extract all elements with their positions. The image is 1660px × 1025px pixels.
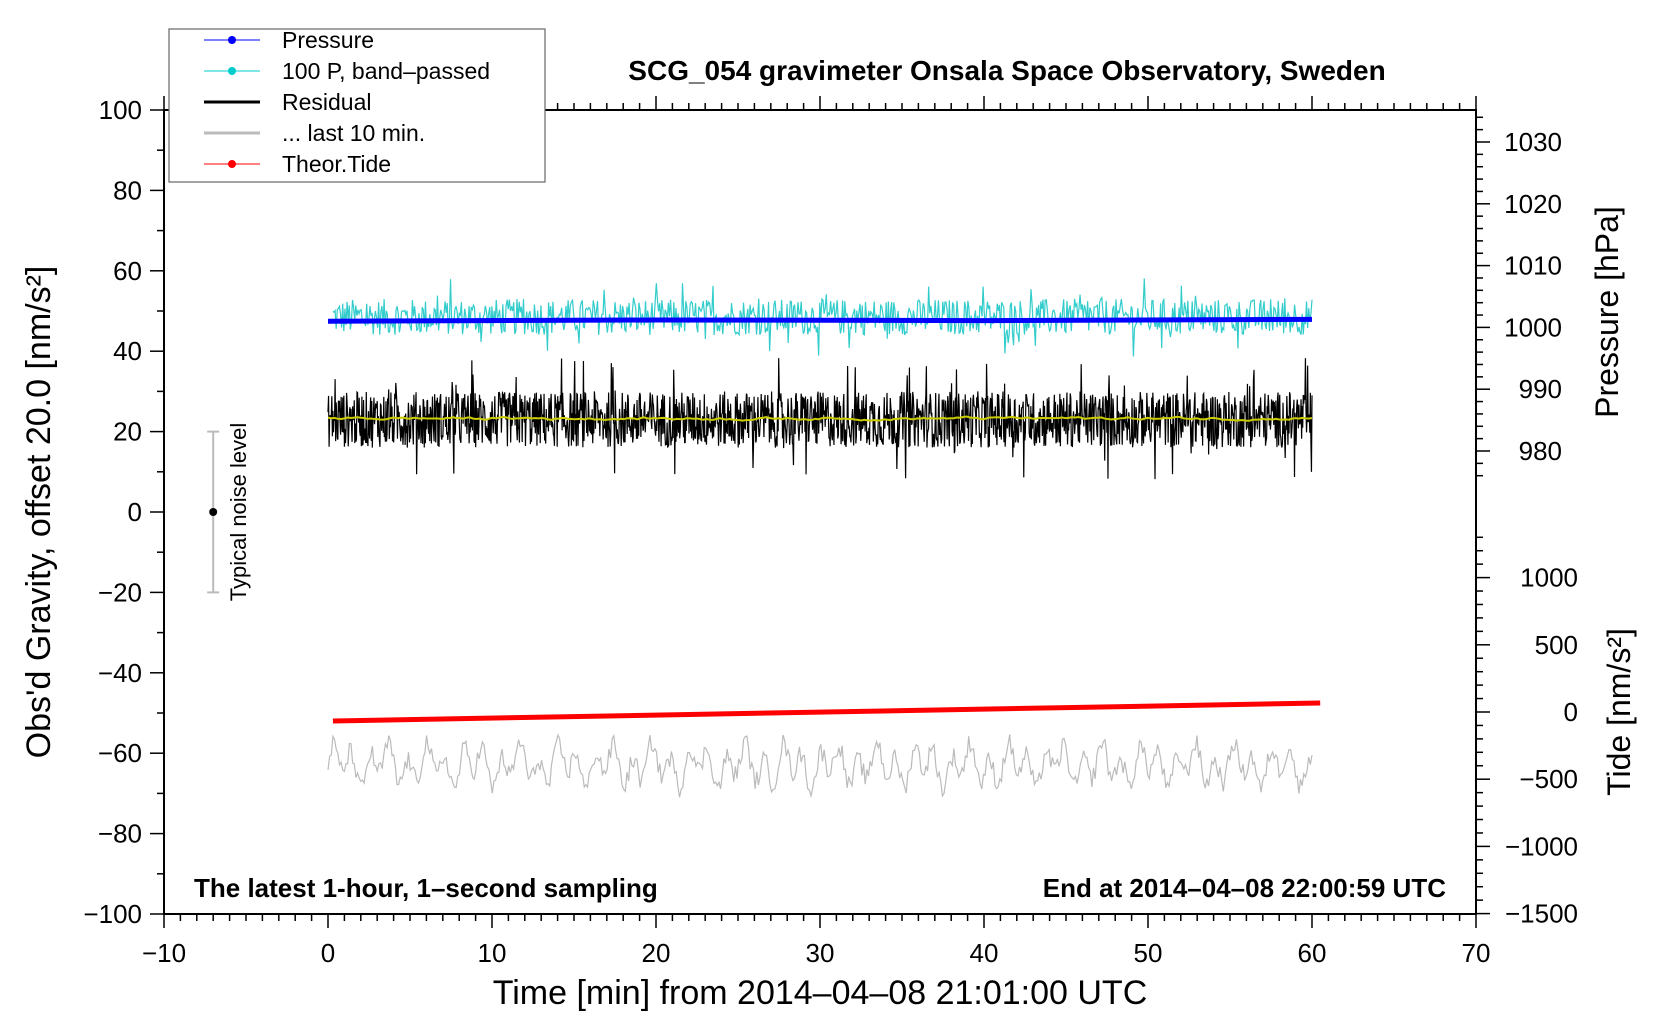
x-tick-label: 10 (478, 938, 507, 968)
x-axis-label: Time [min] from 2014–04–08 21:01:00 UTC (493, 974, 1148, 1012)
legend: Pressure 100 P, band–passed Residual ...… (168, 27, 546, 183)
y-axis-label-tide: Tide [nm/s²] (1601, 628, 1637, 796)
noise-bar-center-dot (209, 508, 218, 516)
y-axis-label-left: Obs'd Gravity, offset 20.0 [nm/s²] (20, 266, 58, 759)
y-tick-label: −20 (98, 577, 142, 607)
tide-tick-label: 500 (1535, 630, 1578, 660)
legend-label-last10: ... last 10 min. (282, 120, 425, 146)
pressure-tick-label: 1020 (1504, 189, 1562, 219)
legend-label-residual: Residual (282, 89, 372, 115)
pressure-tick-label: 980 (1519, 436, 1562, 466)
x-tick-label: 60 (1298, 938, 1327, 968)
annotation-sampling: The latest 1-hour, 1–second sampling (194, 873, 658, 903)
tide-tick-label: −500 (1519, 764, 1578, 794)
axes: −10 0 10 20 30 40 50 60 70100806040200−20−40−60−… (83, 95, 1578, 968)
y-axis-label-pressure: Pressure [hPa] (1589, 206, 1625, 418)
noise-bar (207, 430, 220, 594)
plot-lines (327, 278, 1321, 799)
series-line-residual (327, 358, 1313, 480)
pressure-tick-label: 1030 (1504, 127, 1562, 157)
noise-level-label: Typical noise level (226, 423, 251, 602)
series-line-100-p-band-passed (332, 278, 1313, 357)
y-tick-label: −80 (98, 819, 142, 849)
y-tick-label: 40 (113, 336, 142, 366)
legend-marker-1 (228, 67, 236, 75)
legend-box (168, 28, 546, 183)
tide-tick-label: −1500 (1505, 899, 1578, 929)
y-tick-label: 0 (128, 497, 142, 527)
x-tick-label: 30 (806, 938, 835, 968)
legend-label-pressure: Pressure (282, 27, 374, 53)
y-tick-label: −40 (98, 658, 142, 688)
x-tick-label: 40 (970, 938, 999, 968)
y-tick-label: 80 (113, 175, 142, 205)
x-tick-label: 50 (1134, 938, 1163, 968)
tide-tick-label: 1000 (1520, 563, 1578, 593)
x-tick-label: 20 (642, 938, 671, 968)
tide-tick-label: 0 (1564, 697, 1578, 727)
series-line-residual-smoothed (327, 415, 1313, 422)
x-tick-label: 0 (321, 938, 335, 968)
pressure-tick-label: 1000 (1504, 312, 1562, 342)
pressure-tick-label: 1010 (1504, 251, 1562, 281)
y-tick-label: −60 (98, 738, 142, 768)
plot-frame (163, 109, 1477, 915)
legend-marker-0 (228, 36, 236, 44)
x-tick-label: −10 (142, 938, 186, 968)
tide-tick-label: −1000 (1505, 831, 1578, 861)
x-tick-label: 70 (1462, 938, 1491, 968)
y-tick-label: 60 (113, 256, 142, 286)
legend-label-bandpassed: 100 P, band–passed (282, 58, 490, 84)
pressure-tick-label: 990 (1519, 374, 1562, 404)
annotation-end-time: End at 2014–04–08 22:00:59 UTC (1043, 873, 1446, 903)
legend-marker-4 (228, 160, 236, 168)
chart-title: SCG_054 gravimeter Onsala Space Observat… (628, 55, 1385, 86)
y-tick-label: 20 (113, 417, 142, 447)
series-line-pressure (327, 316, 1313, 324)
series-line-theor-tide (332, 700, 1321, 724)
legend-label-tide: Theor.Tide (282, 151, 391, 177)
series-line--last-10-min- (327, 733, 1313, 799)
y-tick-label: 100 (99, 95, 142, 125)
y-tick-label: −100 (83, 899, 142, 929)
